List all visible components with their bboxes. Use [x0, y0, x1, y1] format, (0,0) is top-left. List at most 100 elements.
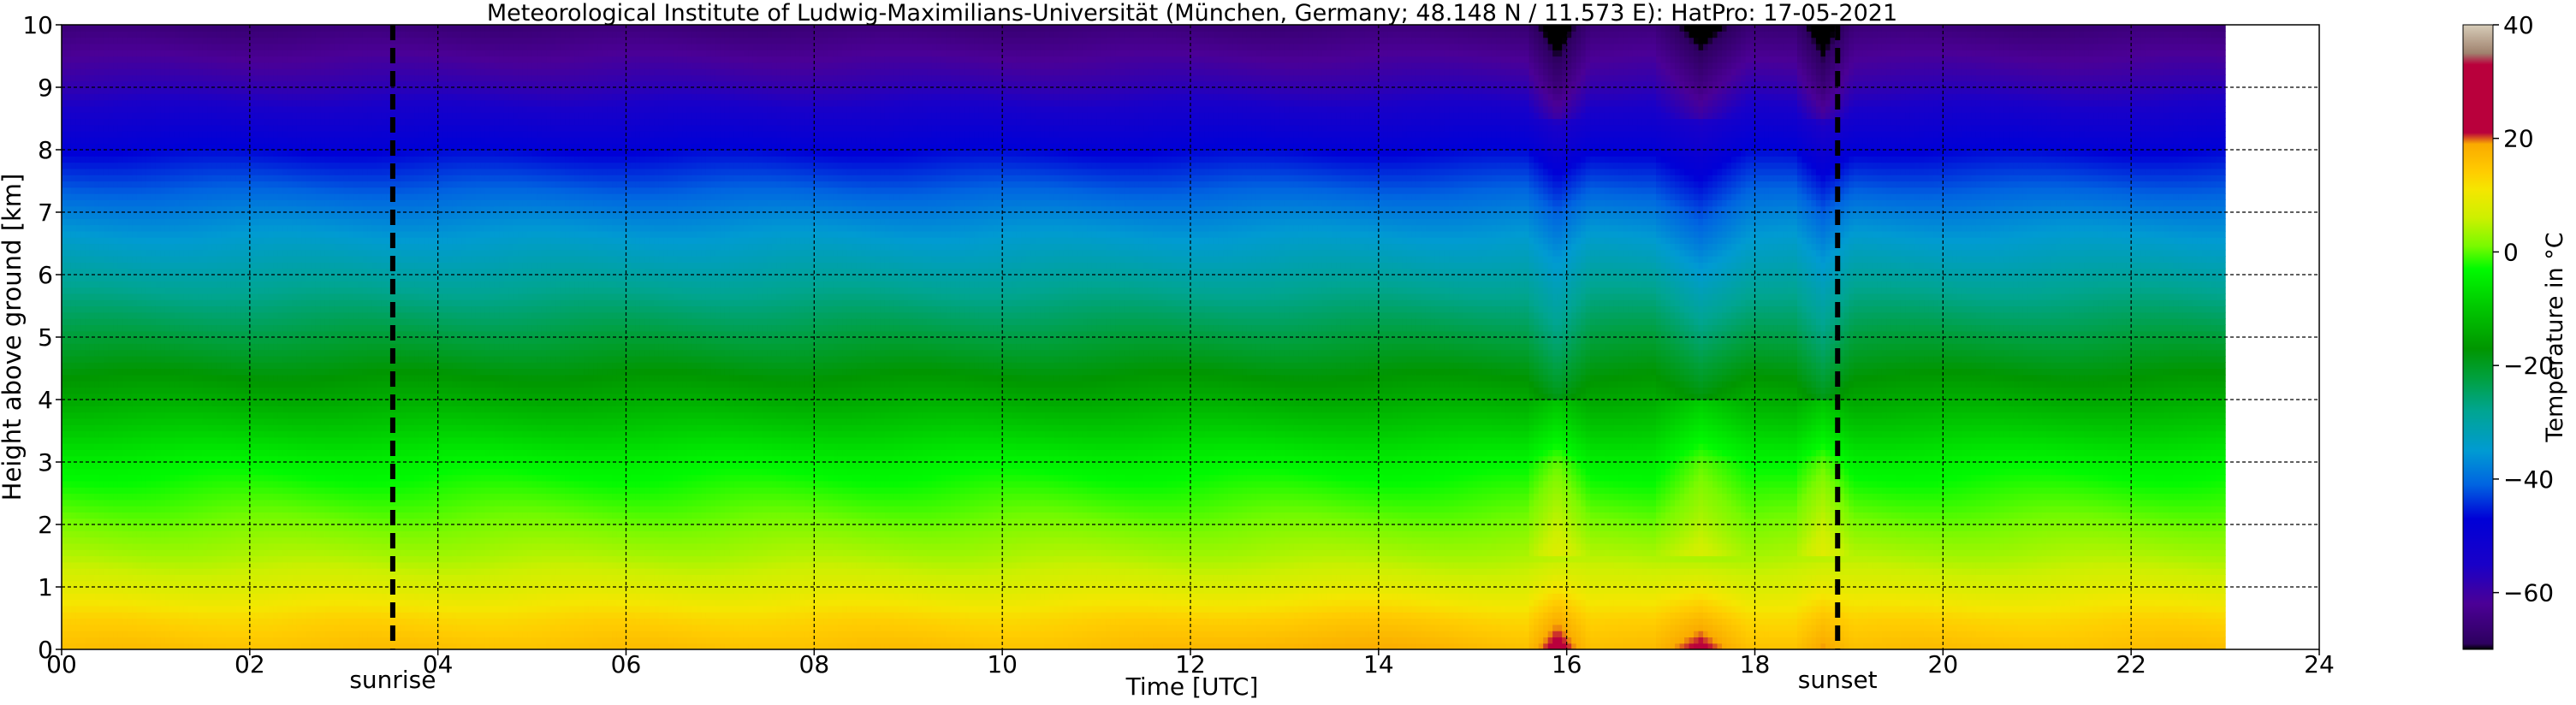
heatmap-cell [75, 50, 80, 56]
heatmap-cell [99, 481, 104, 488]
heatmap-cell [175, 244, 180, 251]
heatmap-cell [90, 500, 95, 507]
heatmap-cell [104, 31, 109, 38]
heatmap-cell [160, 619, 165, 625]
heatmap-cell [118, 293, 123, 300]
heatmap-cell [118, 262, 123, 269]
heatmap-cell [62, 449, 67, 456]
heatmap-cell [109, 150, 114, 157]
heatmap-cell [169, 619, 175, 625]
heatmap-cell [118, 530, 123, 537]
heatmap-cell [67, 568, 72, 575]
heatmap-cell [99, 412, 104, 419]
heatmap-cell [141, 181, 146, 188]
heatmap-cell [118, 369, 123, 376]
heatmap-cell [151, 256, 156, 263]
heatmap-cell [90, 449, 95, 456]
heatmap-cell [99, 612, 104, 619]
heatmap-cell [132, 556, 137, 563]
heatmap-cell [146, 306, 151, 313]
heatmap-cell [85, 350, 90, 357]
heatmap-cell [160, 38, 165, 44]
heatmap-cell [141, 337, 146, 344]
heatmap-cell [90, 137, 95, 144]
heatmap-cell [156, 530, 161, 537]
heatmap-cell [146, 475, 151, 482]
heatmap-cell [141, 574, 146, 581]
heatmap-cell [85, 556, 90, 563]
heatmap-cell [132, 68, 137, 75]
heatmap-cell [151, 443, 156, 450]
heatmap-cell [113, 287, 118, 294]
heatmap-cell [67, 62, 72, 69]
heatmap-cell [137, 125, 142, 132]
heatmap-cell [137, 487, 142, 494]
heatmap-cell [90, 625, 95, 631]
heatmap-cell [113, 381, 118, 388]
heatmap-cell [85, 193, 90, 200]
heatmap-cell [128, 437, 133, 444]
heatmap-cell [71, 506, 76, 512]
heatmap-cell [122, 231, 128, 238]
heatmap-cell [99, 262, 104, 269]
heatmap-cell [67, 362, 72, 369]
heatmap-cell [146, 262, 151, 269]
heatmap-cell [80, 418, 86, 425]
heatmap-cell [146, 537, 151, 544]
heatmap-cell [169, 169, 175, 175]
heatmap-cell [156, 350, 161, 357]
heatmap-cell [169, 475, 175, 482]
heatmap-cell [122, 218, 128, 225]
heatmap-cell [75, 612, 80, 619]
heatmap-cell [80, 356, 86, 363]
heatmap-cell [94, 31, 99, 38]
heatmap-cell [156, 543, 161, 550]
heatmap-cell [113, 431, 118, 438]
heatmap-cell [104, 487, 109, 494]
heatmap-cell [156, 369, 161, 376]
heatmap-cell [151, 106, 156, 113]
heatmap-cell [67, 93, 72, 100]
heatmap-cell [113, 350, 118, 357]
heatmap-cell [109, 631, 114, 637]
heatmap-cell [146, 181, 151, 188]
heatmap-cell [71, 87, 76, 94]
heatmap-cell [85, 568, 90, 575]
heatmap-cell [104, 93, 109, 100]
heatmap-cell [94, 119, 99, 126]
heatmap-cell [85, 600, 90, 607]
heatmap-cell [90, 375, 95, 382]
heatmap-cell [67, 68, 72, 75]
heatmap-cell [99, 593, 104, 600]
heatmap-cell [80, 56, 86, 63]
heatmap-cell [132, 600, 137, 607]
heatmap-cell [75, 25, 80, 32]
heatmap-cell [90, 112, 95, 119]
heatmap-cell [151, 400, 156, 406]
heatmap-cell [90, 244, 95, 251]
heatmap-cell [113, 487, 118, 494]
heatmap-cell [104, 175, 109, 181]
heatmap-cell [118, 163, 123, 169]
heatmap-cell [85, 487, 90, 494]
heatmap-cell [113, 318, 118, 325]
heatmap-cell [156, 612, 161, 619]
heatmap-cell [156, 481, 161, 488]
heatmap-cell [137, 50, 142, 56]
heatmap-cell [75, 38, 80, 44]
heatmap-cell [85, 356, 90, 363]
heatmap-cell [118, 256, 123, 263]
heatmap-cell [132, 637, 137, 643]
heatmap-cell [151, 56, 156, 63]
heatmap-cell [75, 312, 80, 319]
heatmap-cell [165, 356, 170, 363]
heatmap-cell [71, 25, 76, 32]
heatmap-cell [90, 119, 95, 126]
heatmap-cell [71, 256, 76, 263]
heatmap-cell [165, 44, 170, 50]
heatmap-cell [122, 468, 128, 475]
heatmap-cell [175, 362, 180, 369]
heatmap-cell [71, 112, 76, 119]
heatmap-cell [165, 612, 170, 619]
